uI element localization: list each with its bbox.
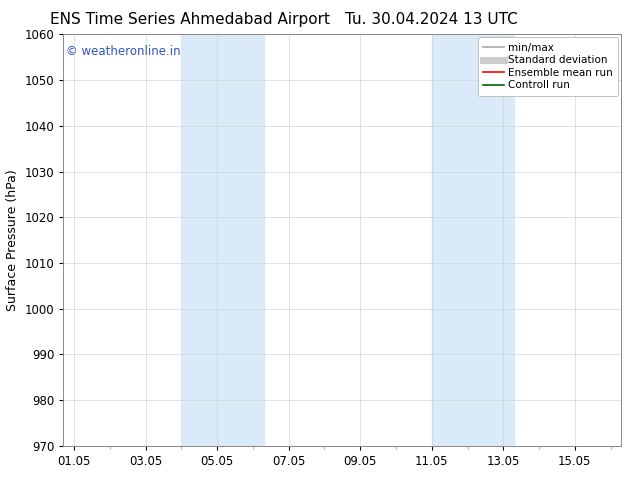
Bar <box>181 34 264 446</box>
Text: Tu. 30.04.2024 13 UTC: Tu. 30.04.2024 13 UTC <box>345 12 517 27</box>
Bar <box>432 34 514 446</box>
Legend: min/max, Standard deviation, Ensemble mean run, Controll run: min/max, Standard deviation, Ensemble me… <box>478 37 618 96</box>
Y-axis label: Surface Pressure (hPa): Surface Pressure (hPa) <box>6 169 19 311</box>
Text: ENS Time Series Ahmedabad Airport: ENS Time Series Ahmedabad Airport <box>50 12 330 27</box>
Text: © weatheronline.in: © weatheronline.in <box>66 45 181 58</box>
